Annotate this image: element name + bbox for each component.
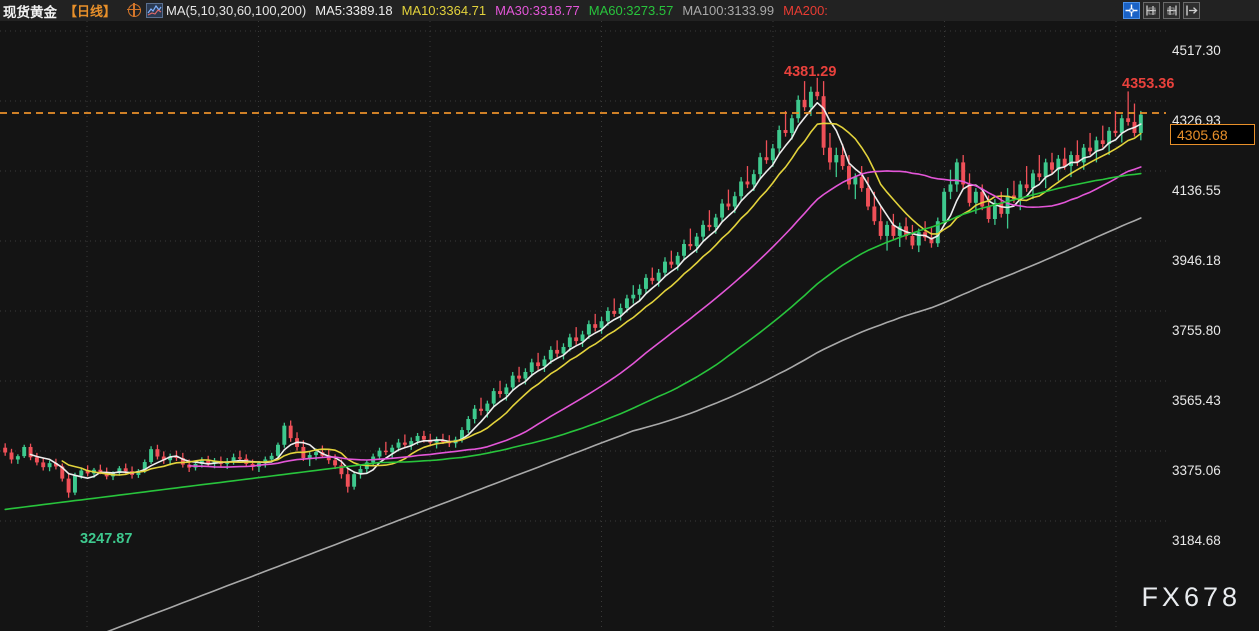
candle-series xyxy=(3,77,1143,498)
price-axis-tick: 3184.68 xyxy=(1172,533,1221,548)
price-axis-tick: 3946.18 xyxy=(1172,253,1221,268)
shift-right-tool-button[interactable] xyxy=(1183,2,1200,19)
period-label[interactable]: 【日线】 xyxy=(64,4,117,19)
ma60-readout: MA60:3273.57 xyxy=(588,3,674,18)
align-right-tool-button[interactable] xyxy=(1163,2,1180,19)
candlestick-canvas xyxy=(0,21,1166,631)
symbol-name[interactable]: 现货黄金 xyxy=(3,4,57,20)
price-axis-tick: 4136.55 xyxy=(1172,183,1221,198)
price-axis-tick: 3565.43 xyxy=(1172,393,1221,408)
ma30-readout: MA30:3318.77 xyxy=(495,3,580,18)
ma10-readout: MA10:3364.71 xyxy=(401,3,487,18)
ma-config-label: MA(5,10,30,60,100,200) xyxy=(166,3,307,18)
swing-low-label: 3247.87 xyxy=(80,531,133,547)
mini-chart-icon[interactable] xyxy=(146,3,164,18)
last-price-tag[interactable]: 4305.68 xyxy=(1170,124,1255,145)
price-axis-tick: 3755.80 xyxy=(1172,323,1221,338)
price-axis-tick: 3375.06 xyxy=(1172,463,1221,478)
swing-high-label: 4381.29 xyxy=(784,64,837,80)
price-axis[interactable]: 4517.30 4326.93 4136.55 3946.18 3755.80 3565.… xyxy=(1166,21,1259,631)
ma200-readout: MA200: xyxy=(783,3,828,18)
chart-header: 现货黄金 【日线】 MA(5,10,30,60,100,200) MA5:338… xyxy=(0,0,1259,21)
ma5-readout: MA5:3389.18 xyxy=(315,3,393,18)
price-axis-tick: 4517.30 xyxy=(1172,43,1221,58)
chart-plot-area[interactable] xyxy=(0,21,1166,631)
moving-average-series xyxy=(4,101,1142,631)
chart-toolbar xyxy=(1123,2,1200,19)
crosshair-circle-icon[interactable] xyxy=(126,2,142,17)
align-left-tool-button[interactable] xyxy=(1143,2,1160,19)
crosshair-tool-button[interactable] xyxy=(1123,2,1140,19)
fx678-watermark: FX678 xyxy=(1141,582,1241,612)
last-high-label: 4353.36 xyxy=(1122,76,1175,92)
ma100-readout: MA100:3133.99 xyxy=(682,3,775,18)
